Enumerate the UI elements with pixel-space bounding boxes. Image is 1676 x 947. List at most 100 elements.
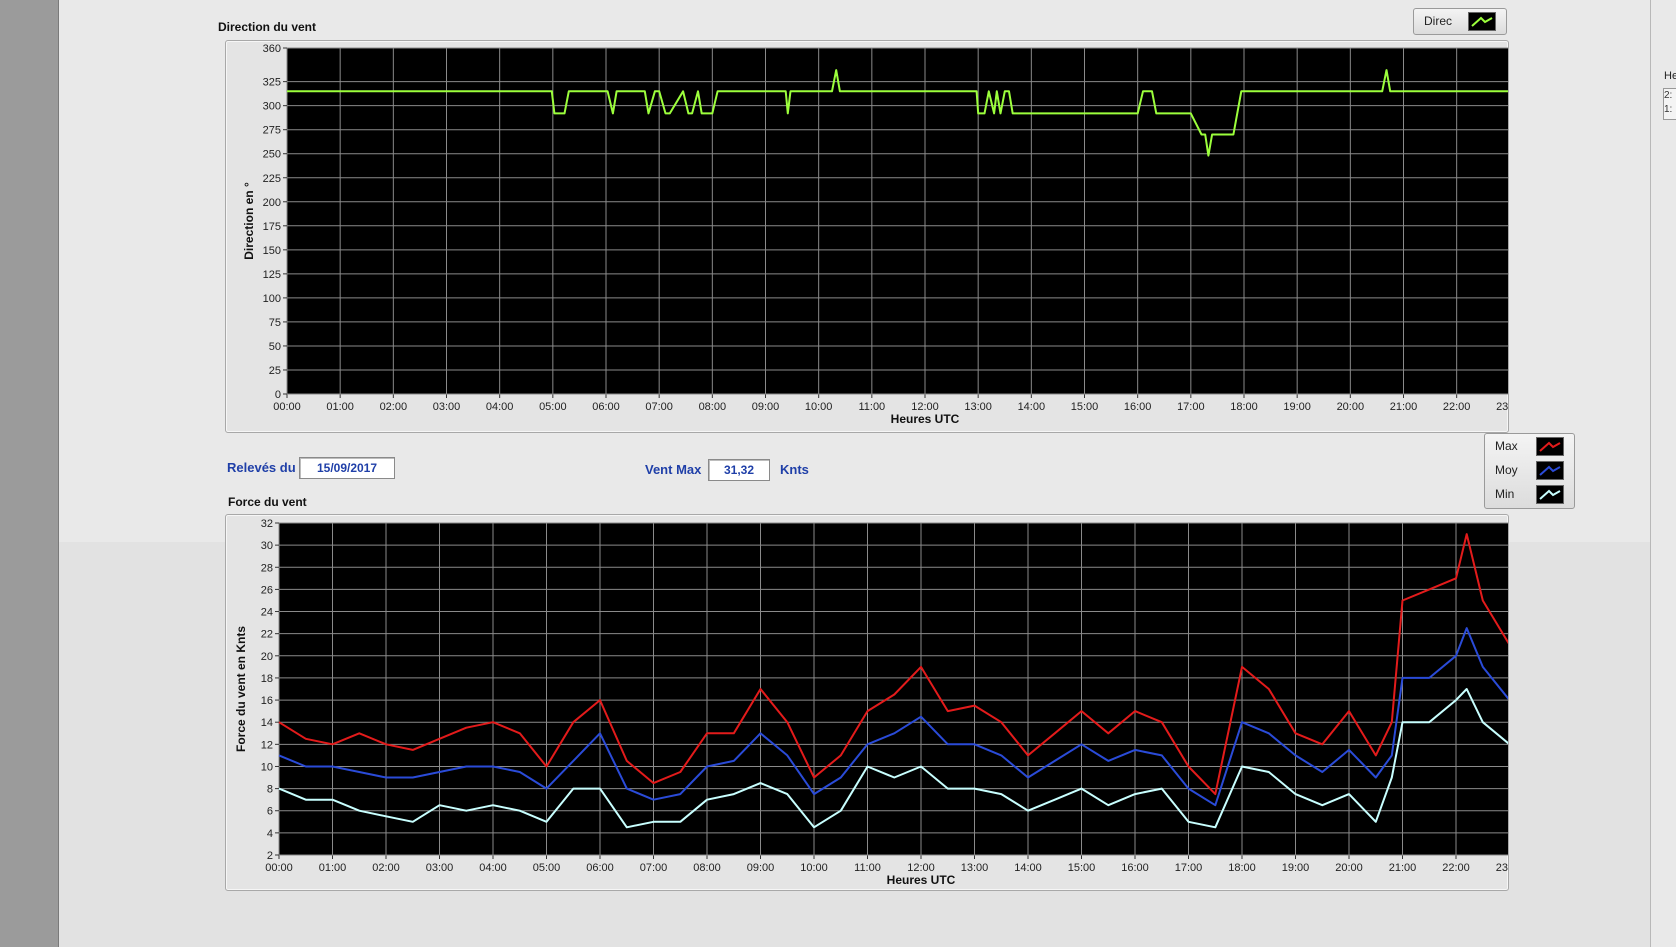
force-x-tick-label: 17:00 (1175, 862, 1203, 874)
direction-y-tick-label: 50 (269, 341, 281, 353)
direction-x-tick-label: 10:00 (805, 401, 833, 413)
force-x-tick-label: 03:00 (426, 862, 454, 874)
direction-x-tick-label: 01:00 (326, 401, 354, 413)
series-line-direc (287, 69, 1563, 157)
direction-x-tick-label: 12:00 (911, 401, 939, 413)
legend-item-moy[interactable]: Moy (1485, 459, 1574, 481)
direction-x-tick-label: 11:00 (858, 401, 885, 413)
legend-item-max[interactable]: Max (1485, 435, 1574, 457)
force-y-tick-label: 16 (261, 695, 273, 707)
force-x-axis-label: Heures UTC (887, 873, 956, 887)
force-y-tick-label: 20 (261, 651, 273, 663)
line-swatch-icon (1536, 461, 1564, 480)
direction-x-tick-label: 02:00 (380, 401, 408, 413)
direction-x-tick-label: 09:00 (752, 401, 780, 413)
force-x-tick-label: 23:00 (1496, 862, 1508, 874)
force-x-tick-label: 04:00 (479, 862, 507, 874)
force-y-tick-label: 12 (261, 739, 273, 751)
force-x-tick-label: 00:00 (265, 862, 293, 874)
direction-y-tick-label: 150 (263, 245, 281, 257)
left-window-strip (0, 0, 59, 947)
cut-off-label: He (1664, 70, 1676, 82)
force-x-tick-label: 15:00 (1068, 862, 1096, 874)
force-x-tick-label: 07:00 (640, 862, 668, 874)
line-swatch-icon (1536, 437, 1564, 456)
date-label: Relevés du (227, 460, 296, 475)
force-x-tick-label: 19:00 (1282, 862, 1310, 874)
direction-x-tick-label: 06:00 (592, 401, 620, 413)
force-x-tick-label: 02:00 (372, 862, 400, 874)
direction-y-tick-label: 250 (263, 149, 281, 161)
legend-item-direc[interactable]: Direc (1414, 10, 1506, 32)
direction-x-tick-label: 03:00 (433, 401, 461, 413)
force-x-tick-label: 13:00 (961, 862, 989, 874)
force-x-tick-label: 20:00 (1335, 862, 1363, 874)
legend-label: Min (1495, 487, 1515, 501)
force-y-tick-label: 24 (261, 607, 273, 619)
direction-y-tick-label: 25 (269, 365, 281, 377)
force-x-tick-label: 16:00 (1121, 862, 1149, 874)
force-legend: Max Moy Min (1484, 433, 1575, 509)
legend-item-min[interactable]: Min (1485, 483, 1574, 505)
cut-off-value: 1: (1664, 104, 1673, 115)
force-y-tick-label: 28 (261, 562, 273, 574)
direction-x-tick-label: 22:00 (1443, 401, 1471, 413)
force-y-tick-label: 4 (267, 828, 273, 840)
force-chart-frame: 00:00 01:00 02:00 03:00 04:00 05:00 06:00 07:00… (225, 514, 1577, 891)
max-wind-field[interactable]: 31,32 (708, 459, 770, 481)
force-chart-title: Force du vent (228, 495, 307, 509)
direction-x-tick-label: 18:00 (1230, 401, 1258, 413)
direction-x-tick-label: 16:00 (1124, 401, 1152, 413)
force-x-tick-label: 22:00 (1442, 862, 1470, 874)
line-swatch-icon (1468, 12, 1496, 31)
direction-y-tick-label: 0 (275, 389, 281, 401)
force-y-tick-label: 32 (261, 518, 273, 530)
direction-y-tick-label: 175 (263, 221, 281, 233)
direction-x-tick-label: 04:00 (486, 401, 514, 413)
legend-label: Direc (1424, 14, 1453, 28)
direction-chart-frame: 00:00 01:00 02:00 03:00 04:00 05:00 06:00 07:00… (225, 40, 1577, 433)
direction-x-tick-label: 21:00 (1390, 401, 1418, 413)
direction-y-tick-label: 300 (263, 101, 281, 113)
series-line-min (278, 688, 1564, 829)
direction-x-tick-label: 23:00 (1496, 401, 1508, 413)
force-y-tick-label: 18 (261, 673, 273, 685)
direction-x-tick-label: 08:00 (699, 401, 727, 413)
force-y-tick-label: 30 (261, 540, 273, 552)
series-line-max (278, 533, 1564, 796)
force-x-tick-label: 06:00 (586, 862, 614, 874)
series-line-moy (278, 627, 1564, 807)
direction-x-axis-label: Heures UTC (891, 412, 960, 426)
direction-x-tick-label: 19:00 (1283, 401, 1311, 413)
direction-x-tick-label: 00:00 (273, 401, 301, 413)
force-y-tick-label: 8 (267, 784, 273, 796)
direction-x-tick-label: 15:00 (1071, 401, 1099, 413)
force-x-tick-label: 21:00 (1389, 862, 1417, 874)
date-field[interactable]: 15/09/2017 (299, 457, 395, 479)
force-x-tick-label: 10:00 (800, 862, 828, 874)
force-y-tick-label: 6 (267, 806, 273, 818)
force-x-tick-label: 01:00 (319, 862, 347, 874)
direction-y-tick-label: 200 (263, 197, 281, 209)
direction-x-tick-label: 07:00 (645, 401, 673, 413)
direction-y-tick-label: 125 (263, 269, 281, 281)
force-y-tick-label: 26 (261, 584, 273, 596)
max-wind-unit: Knts (780, 462, 809, 477)
right-window-strip (1650, 0, 1676, 947)
force-x-tick-label: 05:00 (533, 862, 561, 874)
force-x-tick-label: 08:00 (693, 862, 721, 874)
force-x-tick-label: 14:00 (1014, 862, 1042, 874)
force-y-tick-label: 14 (261, 717, 273, 729)
line-swatch-icon (1536, 485, 1564, 504)
direction-x-tick-label: 20:00 (1337, 401, 1365, 413)
force-y-tick-label: 2 (267, 850, 273, 862)
direction-y-tick-label: 100 (263, 293, 281, 305)
direction-x-tick-label: 13:00 (964, 401, 992, 413)
force-y-axis-label: Force du vent en Knts (234, 626, 248, 752)
direction-x-tick-label: 14:00 (1018, 401, 1046, 413)
direction-y-tick-label: 275 (263, 125, 281, 137)
cut-off-field[interactable]: 2: 1: (1663, 88, 1676, 120)
direction-x-tick-label: 17:00 (1177, 401, 1205, 413)
direction-x-tick-label: 05:00 (539, 401, 567, 413)
force-x-tick-label: 12:00 (907, 862, 935, 874)
